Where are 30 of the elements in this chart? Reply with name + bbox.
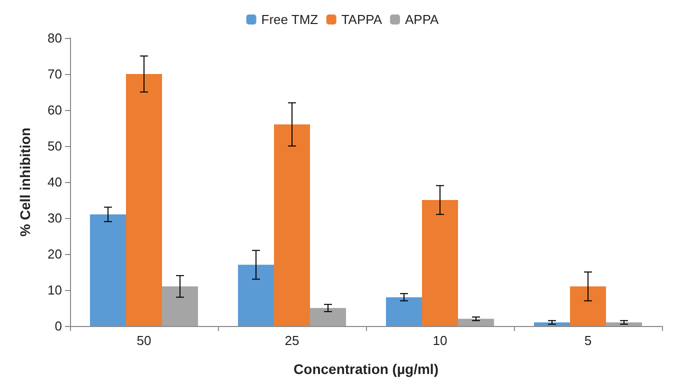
y-tick-label: 10 bbox=[48, 282, 62, 298]
bar bbox=[422, 200, 458, 326]
bar bbox=[310, 308, 346, 326]
x-tick-label: 25 bbox=[284, 333, 300, 348]
bar bbox=[90, 214, 126, 326]
x-tick-label: 50 bbox=[136, 333, 152, 348]
y-tick-label: 20 bbox=[48, 246, 62, 262]
bar bbox=[126, 74, 162, 326]
bar bbox=[238, 264, 274, 326]
bar bbox=[274, 124, 310, 326]
x-axis-title: Concentration (µg/ml) bbox=[294, 361, 438, 377]
legend-label: APPA bbox=[405, 12, 440, 27]
legend-label: Free TMZ bbox=[261, 12, 318, 27]
bar bbox=[458, 318, 494, 326]
y-axis-title: % Cell inhibition bbox=[17, 128, 33, 236]
x-tick-label: 5 bbox=[584, 333, 592, 348]
bar bbox=[606, 322, 642, 326]
bar bbox=[570, 286, 606, 326]
bar bbox=[162, 286, 198, 326]
x-tick-label: 10 bbox=[432, 333, 448, 348]
y-tick-label: 40 bbox=[48, 174, 62, 190]
legend-label: TAPPA bbox=[341, 12, 382, 27]
bar bbox=[534, 322, 570, 326]
bar bbox=[386, 297, 422, 326]
y-tick-label: 50 bbox=[48, 138, 62, 154]
y-tick-label: 70 bbox=[48, 66, 62, 82]
y-tick-label: 30 bbox=[48, 210, 62, 226]
y-tick-label: 0 bbox=[54, 318, 62, 334]
y-tick-label: 60 bbox=[48, 102, 62, 118]
y-tick-label: 80 bbox=[48, 30, 62, 46]
